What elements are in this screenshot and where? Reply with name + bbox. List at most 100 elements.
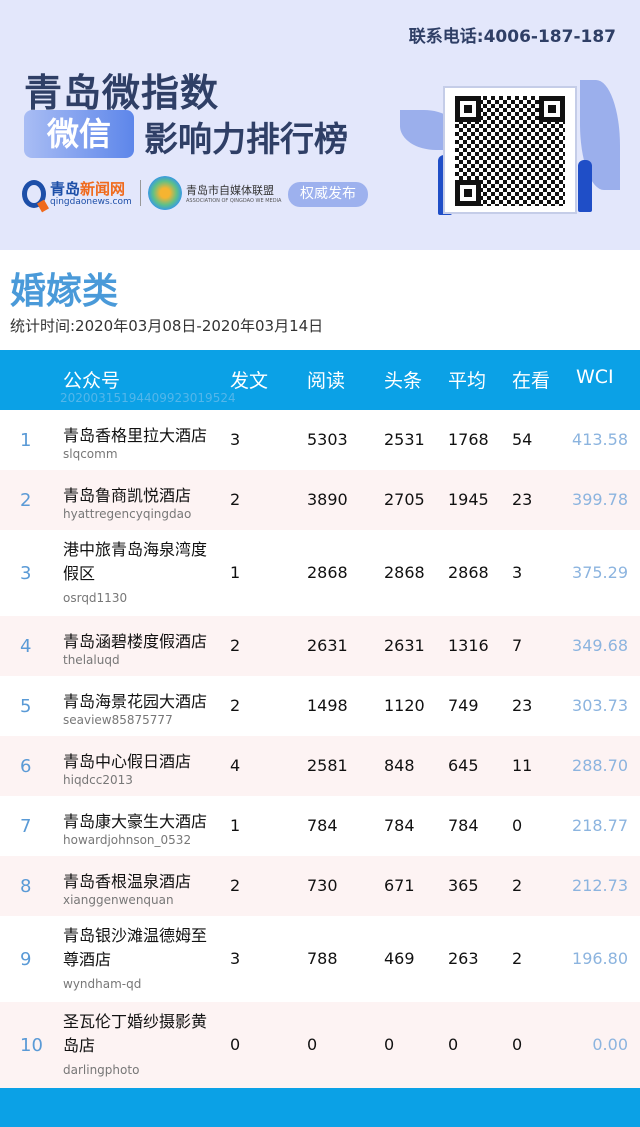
col-account: 公众号 xyxy=(63,370,121,392)
account-id: thelaluqd xyxy=(63,653,120,667)
account-name: 青岛银沙滩温德姆至尊酒店 xyxy=(63,926,208,969)
cell-top: 671 xyxy=(384,876,415,895)
rank: 8 xyxy=(20,876,32,897)
cell-reads: 2868 xyxy=(307,563,348,582)
table-row[interactable]: 1 青岛香格里拉大酒店 slqcomm 3 5303 2531 1768 54 413.58 xyxy=(0,410,640,470)
rank: 6 xyxy=(20,756,32,777)
qingdaonews-logo-icon xyxy=(22,180,46,208)
account-name: 青岛香根温泉酒店 xyxy=(63,872,192,891)
report-code: 20200315194409923019524 xyxy=(60,391,236,405)
cell-posts: 1 xyxy=(230,563,241,582)
account-name: 港中旅青岛海泉湾度假区 xyxy=(63,540,208,583)
col-top: 头条 xyxy=(384,370,423,392)
rank: 2 xyxy=(20,490,32,511)
cell-wci: 349.68 xyxy=(572,636,628,655)
table-row[interactable]: 10 圣瓦伦丁婚纱摄影黄岛店 darlingphoto 0 0 0 0 0 0.00 xyxy=(0,1002,640,1088)
table-row[interactable]: 5 青岛海景花园大酒店 seaview85875777 2 1498 1120 749 2… xyxy=(0,676,640,736)
table-row[interactable]: 2 青岛鲁商凯悦酒店 hyattregencyqingdao 2 3890 2705 1… xyxy=(0,470,640,530)
col-avg: 平均 xyxy=(448,370,487,392)
we-media-logo: 青岛市自媒体联盟 ASSOCIATION OF QINGDAO WE MEDIA xyxy=(148,176,281,210)
cell-likes: 23 xyxy=(512,490,533,509)
table-row[interactable]: 8 青岛香根温泉酒店 xianggenwenquan 2 730 671 365 2 212… xyxy=(0,856,640,916)
cell-reads: 730 xyxy=(307,876,338,895)
cell-reads: 3890 xyxy=(307,490,348,509)
account-id: osrqd1130 xyxy=(63,591,128,605)
contact-phone: 联系电话:4006-187-187 xyxy=(408,27,616,47)
cell-top: 2868 xyxy=(384,563,425,582)
cell-likes: 54 xyxy=(512,430,533,449)
account-name: 圣瓦伦丁婚纱摄影黄岛店 xyxy=(63,1012,208,1055)
footer-bar xyxy=(0,1088,640,1127)
we-media-en: ASSOCIATION OF QINGDAO WE MEDIA xyxy=(186,198,282,204)
logo-url: qingdaonews.com xyxy=(50,197,132,207)
cell-posts: 2 xyxy=(230,490,241,509)
account-id: xianggenwenquan xyxy=(63,893,174,907)
cell-posts: 2 xyxy=(230,696,241,715)
qr-code xyxy=(443,86,577,214)
cell-wci: 196.80 xyxy=(572,949,628,968)
cell-wci: 212.73 xyxy=(572,876,628,895)
stat-period: 统计时间:2020年03月08日-2020年03月14日 xyxy=(10,317,324,335)
account-id: hiqdcc2013 xyxy=(63,773,133,787)
cell-avg: 0 xyxy=(448,1035,459,1054)
cell-reads: 1498 xyxy=(307,696,348,715)
category-title: 婚嫁类 xyxy=(10,271,119,312)
cell-wci: 218.77 xyxy=(572,816,628,835)
cell-likes: 2 xyxy=(512,949,523,968)
col-wci: WCI xyxy=(576,366,614,388)
account-name: 青岛中心假日酒店 xyxy=(63,752,192,771)
col-posts: 发文 xyxy=(230,370,269,392)
cell-wci: 303.73 xyxy=(572,696,628,715)
cell-avg: 365 xyxy=(448,876,479,895)
rank: 9 xyxy=(20,949,32,970)
cell-reads: 0 xyxy=(307,1035,318,1054)
cell-avg: 784 xyxy=(448,816,479,835)
cell-likes: 2 xyxy=(512,876,523,895)
cell-reads: 2631 xyxy=(307,636,348,655)
cell-top: 784 xyxy=(384,816,415,835)
cell-posts: 2 xyxy=(230,636,241,655)
table-row[interactable]: 7 青岛康大豪生大酒店 howardjohnson_0532 1 784 784 784… xyxy=(0,796,640,856)
cell-likes: 3 xyxy=(512,563,523,582)
table-row[interactable]: 9 青岛银沙滩温德姆至尊酒店 wyndham-qd 3 788 469 263 2 196.… xyxy=(0,916,640,1002)
col-reads: 阅读 xyxy=(307,370,346,392)
cell-wci: 413.58 xyxy=(572,430,628,449)
account-name: 青岛康大豪生大酒店 xyxy=(63,812,208,831)
account-id: wyndham-qd xyxy=(63,977,142,991)
account-name: 青岛涵碧楼度假酒店 xyxy=(63,632,208,651)
wechat-pill: 微信 xyxy=(24,110,134,158)
cell-top: 2531 xyxy=(384,430,425,449)
cell-likes: 23 xyxy=(512,696,533,715)
cell-wci: 0.00 xyxy=(592,1035,628,1054)
cell-top: 1120 xyxy=(384,696,425,715)
header-banner: 联系电话:4006-187-187 青岛微指数 微信 影响力排行榜 青岛新闻网 … xyxy=(0,0,640,250)
authority-badge: 权威发布 xyxy=(288,182,368,207)
cell-posts: 2 xyxy=(230,876,241,895)
logo-name-b: 新闻网 xyxy=(80,180,126,198)
cell-top: 0 xyxy=(384,1035,395,1054)
cell-top: 2631 xyxy=(384,636,425,655)
cell-wci: 399.78 xyxy=(572,490,628,509)
cell-top: 848 xyxy=(384,756,415,775)
cell-avg: 1316 xyxy=(448,636,489,655)
table-row[interactable]: 3 港中旅青岛海泉湾度假区 osrqd1130 1 2868 2868 2868 3 375… xyxy=(0,530,640,616)
cell-posts: 3 xyxy=(230,430,241,449)
account-name: 青岛鲁商凯悦酒店 xyxy=(63,486,192,505)
table-header: 公众号 发文 阅读 头条 平均 在看 WCI 20200315194409923… xyxy=(0,350,640,410)
cell-reads: 2581 xyxy=(307,756,348,775)
cell-posts: 0 xyxy=(230,1035,241,1054)
table-row[interactable]: 4 青岛涵碧楼度假酒店 thelaluqd 2 2631 2631 1316 7 349.6… xyxy=(0,616,640,676)
cell-avg: 749 xyxy=(448,696,479,715)
col-likes: 在看 xyxy=(512,370,551,392)
cell-posts: 1 xyxy=(230,816,241,835)
cell-wci: 288.70 xyxy=(572,756,628,775)
table-row[interactable]: 6 青岛中心假日酒店 hiqdcc2013 4 2581 848 645 11 288.70 xyxy=(0,736,640,796)
cell-avg: 263 xyxy=(448,949,479,968)
cell-avg: 2868 xyxy=(448,563,489,582)
we-media-logo-icon xyxy=(148,176,182,210)
cell-avg: 645 xyxy=(448,756,479,775)
cell-wci: 375.29 xyxy=(572,563,628,582)
logo-name-a: 青岛 xyxy=(50,180,81,198)
we-media-name: 青岛市自媒体联盟 xyxy=(186,184,274,197)
account-id: slqcomm xyxy=(63,447,118,461)
